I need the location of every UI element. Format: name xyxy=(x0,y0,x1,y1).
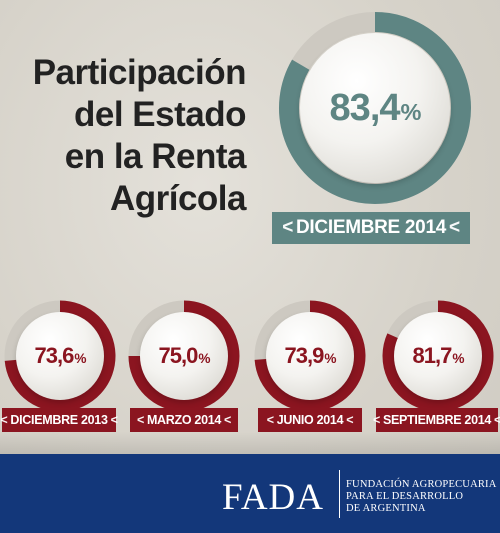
title-line-2: del Estado xyxy=(74,95,246,134)
ribbon-jun-2014: < JUNIO 2014 < xyxy=(258,408,362,432)
fada-org-name: FUNDACIÓN AGROPECUARIA PARA EL DESARROLL… xyxy=(346,479,497,515)
donut-dic-2013: 73,6% xyxy=(4,300,116,412)
donut-dic-2013-unit: % xyxy=(74,351,86,366)
donut-jun-2014-number: 73,9 xyxy=(284,343,325,368)
donut-jun-2014-arc xyxy=(254,300,366,412)
donut-sep-2014: 81,7% xyxy=(382,300,494,412)
footer-band xyxy=(0,454,500,533)
donut-main-ring xyxy=(279,12,471,204)
ribbon-mar-2014-chevron-left: < xyxy=(136,413,144,427)
ribbon-jun-2014-label: JUNIO 2014 xyxy=(276,413,344,427)
fada-org-line-3: DE ARGENTINA xyxy=(346,503,426,514)
donut-dic-2013-ring xyxy=(4,300,116,412)
donut-dic-2013-arc xyxy=(4,300,116,412)
fada-logo: FADA xyxy=(222,477,324,518)
donut-jun-2014-ring xyxy=(254,300,366,412)
ribbon-mar-2014: < MARZO 2014 < xyxy=(130,408,238,432)
donut-mar-2014: 75,0% xyxy=(128,300,240,412)
donut-main-arc xyxy=(279,12,471,204)
donut-mar-2014-ring xyxy=(128,300,240,412)
donut-mar-2014-center: 75,0% xyxy=(140,312,228,400)
donut-sep-2014-value: 81,7% xyxy=(412,343,465,369)
donut-mar-2014-value: 75,0% xyxy=(158,343,211,369)
ribbon-mar-2014-chevron-right: < xyxy=(224,413,232,427)
donut-main-number: 83,4 xyxy=(329,86,401,129)
donut-jun-2014-unit: % xyxy=(324,351,336,366)
donut-dic-2013-number: 73,6 xyxy=(34,343,75,368)
ribbon-dic-2013-chevron-left: < xyxy=(0,413,8,427)
footer-divider xyxy=(339,470,340,518)
ribbon-jun-2014-chevron-left: < xyxy=(266,413,274,427)
donut-sep-2014-ring xyxy=(382,300,494,412)
ribbon-sep-2014-label: SEPTIEMBRE 2014 xyxy=(382,413,492,427)
ribbon-main-chevron-right: < xyxy=(448,217,460,238)
donut-main: 83,4% xyxy=(277,10,473,206)
fada-org-line-2: PARA EL DESARROLLO xyxy=(346,491,464,502)
ribbon-dic-2013: < DICIEMBRE 2013 < xyxy=(0,408,118,432)
ribbon-dic-2013-chevron-right: < xyxy=(110,413,118,427)
donut-mar-2014-arc xyxy=(128,300,240,412)
title-line-1: Participación xyxy=(32,53,247,92)
ribbon-dic-2013-label: DICIEMBRE 2013 xyxy=(10,413,108,427)
page-title: Participación del Estado en la Renta Agr… xyxy=(0,52,247,220)
donut-jun-2014-value: 73,9% xyxy=(284,343,337,369)
donut-jun-2014-center: 73,9% xyxy=(266,312,354,400)
donut-dic-2013-center: 73,6% xyxy=(16,312,104,400)
title-line-3: en la Renta xyxy=(64,137,247,176)
donut-sep-2014-arc xyxy=(382,300,494,412)
donut-main-value: 83,4% xyxy=(329,86,422,130)
title-line-4: Agrícola xyxy=(109,179,247,218)
ribbon-mar-2014-label: MARZO 2014 xyxy=(146,413,222,427)
ribbon-main-chevron-left: < xyxy=(282,217,294,238)
donut-sep-2014-number: 81,7 xyxy=(412,343,453,368)
fada-org-line-1: FUNDACIÓN AGROPECUARIA xyxy=(346,479,497,490)
donut-sep-2014-center: 81,7% xyxy=(394,312,482,400)
donut-jun-2014: 73,9% xyxy=(254,300,366,412)
footer-shadow xyxy=(0,432,500,454)
donut-mar-2014-unit: % xyxy=(198,351,210,366)
ribbon-sep-2014: < SEPTIEMBRE 2014 < xyxy=(373,408,500,432)
ribbon-main-label: DICIEMBRE 2014 xyxy=(296,217,446,238)
ribbon-sep-2014-chevron-right: < xyxy=(494,413,500,427)
donut-sep-2014-unit: % xyxy=(452,351,464,366)
ribbon-sep-2014-chevron-left: < xyxy=(372,413,380,427)
ribbon-main: < DICIEMBRE 2014 < xyxy=(272,212,470,244)
donut-mar-2014-number: 75,0 xyxy=(158,343,199,368)
donut-main-unit: % xyxy=(400,98,422,125)
ribbon-jun-2014-chevron-right: < xyxy=(346,413,354,427)
donut-main-center: 83,4% xyxy=(300,33,450,183)
donut-dic-2013-value: 73,6% xyxy=(34,343,87,369)
